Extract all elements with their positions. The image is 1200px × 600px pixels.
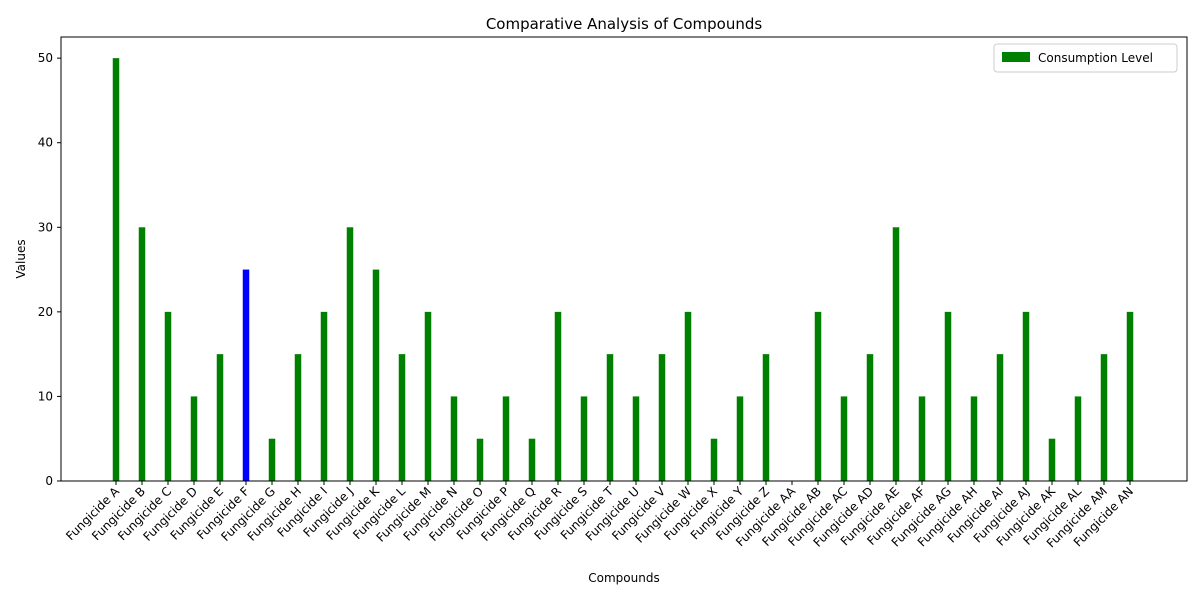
bar-fungicide-ak [1048,438,1056,481]
bar-fungicide-h [294,354,302,481]
bar-fungicide-w [684,311,692,481]
bar-fungicide-d [190,396,198,481]
bar-fungicide-c [164,311,172,481]
legend: Consumption Level [993,43,1178,73]
bar-fungicide-n [450,396,458,481]
bar-fungicide-q [528,438,536,481]
y-tick-label: 0 [45,474,53,488]
bar-fungicide-a [112,58,120,481]
bar-fungicide-t [606,354,614,481]
bar-fungicide-al [1074,396,1082,481]
legend-swatch [1002,52,1030,62]
bar-fungicide-y [736,396,744,481]
bar-fungicide-l [398,354,406,481]
bar-fungicide-an [1126,311,1134,481]
bar-fungicide-s [580,396,588,481]
bar-fungicide-am [1100,354,1108,481]
y-tick-label: 30 [38,220,53,234]
bar-fungicide-f [242,269,250,481]
y-tick-label: 20 [38,305,53,319]
y-axis-title: Values [14,239,28,278]
bar-fungicide-z [762,354,770,481]
bar-fungicide-af [918,396,926,481]
bar-fungicide-k [372,269,380,481]
bar-fungicide-aj [1022,311,1030,481]
bar-fungicide-p [502,396,510,481]
bar-fungicide-ab [814,311,822,481]
bar-fungicide-o [476,438,484,481]
bar-fungicide-m [424,311,432,481]
bar-fungicide-v [658,354,666,481]
bar-fungicide-ah [970,396,978,481]
bar-fungicide-i [320,311,328,481]
bar-fungicide-r [554,311,562,481]
legend-box [993,43,1178,73]
bar-fungicide-ag [944,311,952,481]
bar-fungicide-ai [996,354,1004,481]
bar-fungicide-g [268,438,276,481]
bar-fungicide-ae [892,227,900,481]
axes-frame [60,36,1188,482]
bar-fungicide-u [632,396,640,481]
bar-fungicide-ac [840,396,848,481]
y-tick-label: 50 [38,51,53,65]
bar-fungicide-x [710,438,718,481]
bar-fungicide-j [346,227,354,481]
x-axis-title: Compounds [588,571,659,585]
bar-fungicide-b [138,227,146,481]
chart-title: Comparative Analysis of Compounds [486,15,763,33]
y-tick-label: 40 [38,136,53,150]
bar-fungicide-e [216,354,224,481]
legend-label: Consumption Level [1038,51,1153,65]
y-tick-label: 10 [38,389,53,403]
bar-fungicide-ad [866,354,874,481]
